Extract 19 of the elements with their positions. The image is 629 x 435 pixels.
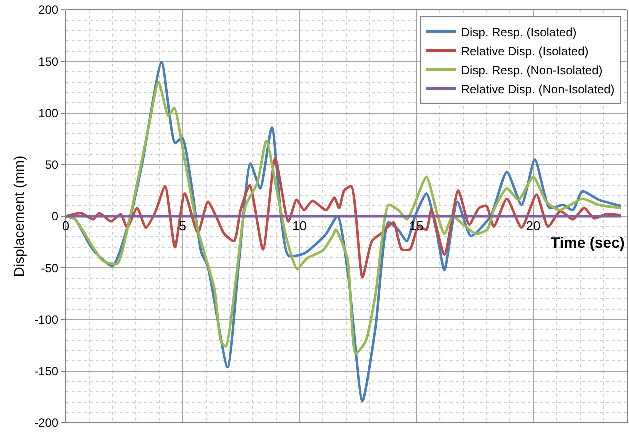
- y-tick-label: -100: [34, 312, 59, 327]
- legend-label: Relative Disp. (Non-Isolated): [461, 82, 615, 96]
- y-tick-label: -200: [34, 416, 59, 430]
- y-tick-label: -50: [41, 261, 59, 276]
- legend-label: Relative Disp. (Isolated): [461, 44, 589, 58]
- y-tick-label: 0: [52, 210, 59, 224]
- y-axis-title: Displacement (mm): [11, 156, 28, 278]
- x-axis-title: Time (sec): [551, 235, 625, 252]
- y-tick-label: 100: [38, 106, 59, 120]
- x-tick-label: 0: [62, 218, 70, 234]
- legend-label: Disp. Resp. (Non-Isolated): [461, 63, 603, 78]
- x-tick-label: 5: [179, 218, 186, 234]
- legend-label: Disp. Resp. (Isolated): [461, 25, 577, 40]
- y-tick-label: 50: [45, 158, 59, 172]
- x-tick-label: 20: [526, 218, 541, 234]
- y-tick-label: -150: [34, 364, 59, 379]
- y-tick-label: 200: [38, 3, 59, 18]
- x-tick-label: 10: [292, 218, 307, 234]
- y-tick-label: 150: [38, 54, 59, 69]
